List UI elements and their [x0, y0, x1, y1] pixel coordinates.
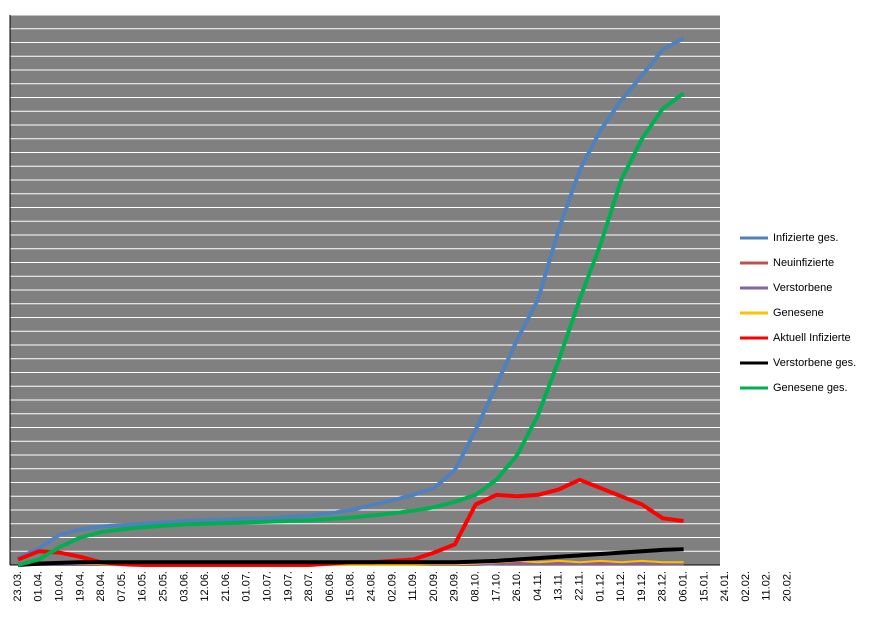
x-tick-label: 03.06.	[178, 571, 190, 602]
x-tick-label: 20.09.	[428, 571, 440, 602]
x-tick-label: 10.07.	[262, 571, 274, 602]
x-tick-label: 24.08.	[366, 571, 378, 602]
x-tick-label: 06.01.	[678, 571, 690, 602]
x-tick-label: 10.12.	[615, 571, 627, 602]
x-tick-label: 25.05.	[158, 571, 170, 602]
x-tick-label: 15.08.	[345, 571, 357, 602]
x-tick-label: 10.04.	[54, 571, 66, 602]
x-tick-label: 12.06.	[199, 571, 211, 602]
legend-label: Genesene	[773, 307, 824, 319]
x-tick-label: 13.11.	[553, 571, 565, 601]
x-tick-label: 06.08.	[324, 571, 336, 602]
x-tick-label: 19.04.	[74, 571, 86, 602]
x-tick-label: 17.10.	[490, 571, 502, 602]
x-tick-label: 01.12.	[594, 571, 606, 602]
series-line	[17, 547, 684, 567]
x-tick-label: 11.02.	[761, 571, 773, 601]
series-line	[17, 36, 685, 560]
legend-label: Genesene ges.	[773, 382, 848, 394]
x-tick-label: 23.03.	[12, 571, 24, 602]
x-tick-label: 29.09.	[449, 571, 461, 602]
x-tick-label: 15.01.	[698, 571, 710, 602]
x-tick-label: 01.04.	[33, 571, 45, 602]
legend-label: Verstorbene ges.	[773, 357, 856, 369]
x-tick-label: 20.02.	[782, 571, 794, 602]
legend-label: Aktuell Infizierte	[773, 332, 851, 344]
x-tick-label: 02.09.	[386, 571, 398, 602]
x-tick-label: 28.04.	[95, 571, 107, 602]
x-tick-label: 28.07.	[303, 571, 315, 602]
legend-label: Neuinfizierte	[773, 257, 834, 269]
x-tick-label: 22.11.	[574, 571, 586, 601]
x-tick-label: 07.05.	[116, 571, 128, 602]
x-tick-label: 19.07.	[282, 571, 294, 602]
legend-label: Infizierte ges.	[773, 232, 838, 244]
legend-label: Verstorbene	[773, 282, 832, 294]
x-tick-label: 21.06.	[220, 571, 232, 602]
x-tick-label: 19.12.	[636, 571, 648, 602]
x-tick-label: 01.07.	[241, 571, 253, 602]
x-tick-label: 24.01.	[719, 571, 731, 602]
x-tick-label: 08.10.	[470, 571, 482, 602]
x-tick-label: 04.11.	[532, 571, 544, 601]
x-tick-label: 02.02.	[740, 571, 752, 602]
x-tick-label: 11.09.	[407, 571, 419, 601]
x-tick-label: 28.12.	[657, 571, 669, 602]
series-line	[17, 91, 685, 567]
x-tick-label: 26.10.	[511, 571, 523, 602]
x-tick-label: 16.05.	[137, 571, 149, 602]
